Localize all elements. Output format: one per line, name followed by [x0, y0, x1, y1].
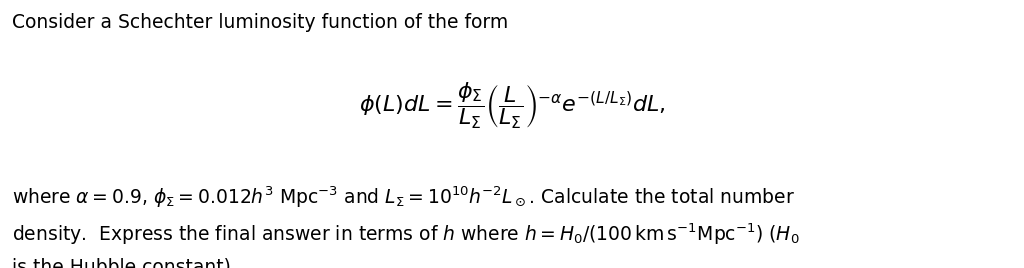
Text: density.  Express the final answer in terms of $h$ where $h = H_0/(100\,\mathrm{: density. Express the final answer in ter…: [12, 221, 800, 247]
Text: $\phi(L)dL = \dfrac{\phi_\Sigma}{L_\Sigma} \left( \dfrac{L}{L_\Sigma} \right)^{-: $\phi(L)dL = \dfrac{\phi_\Sigma}{L_\Sigm…: [358, 80, 666, 131]
Text: is the Hubble constant).: is the Hubble constant).: [12, 257, 237, 268]
Text: Consider a Schechter luminosity function of the form: Consider a Schechter luminosity function…: [12, 13, 509, 32]
Text: where $\alpha = 0.9$, $\phi_\Sigma = 0.012h^3$ Mpc$^{-3}$ and $L_\Sigma = 10^{10: where $\alpha = 0.9$, $\phi_\Sigma = 0.0…: [12, 185, 796, 210]
